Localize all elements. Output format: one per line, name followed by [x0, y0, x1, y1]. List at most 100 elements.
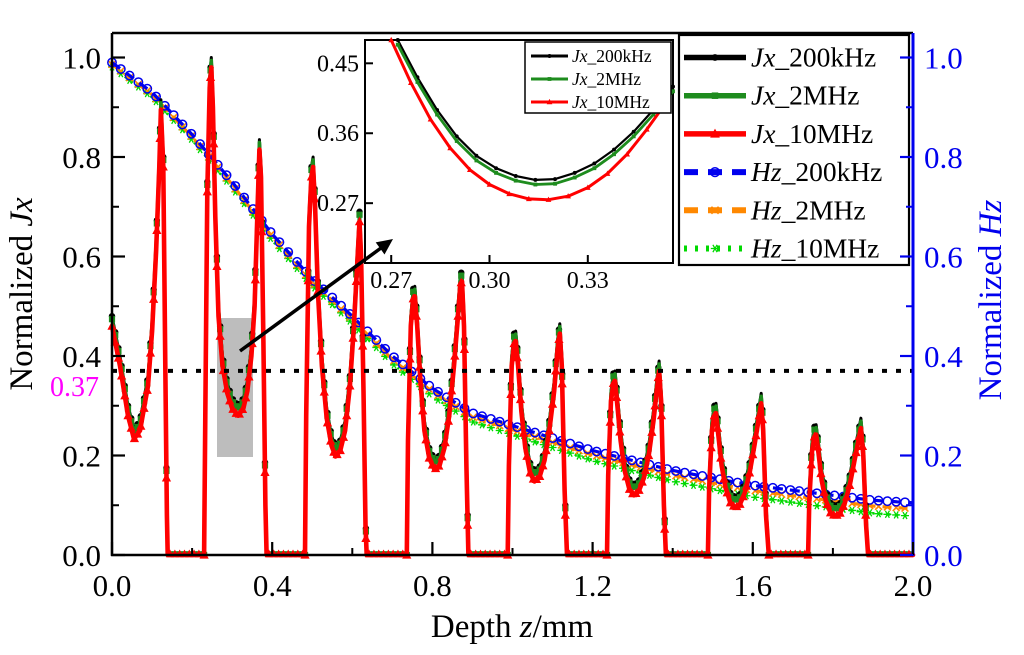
- square-marker: [671, 89, 675, 94]
- open-circle-marker: [565, 438, 576, 449]
- star-marker: [671, 477, 680, 486]
- square-marker: [651, 112, 656, 117]
- legend-label: Jx_200kHz: [751, 42, 876, 73]
- square-marker: [730, 496, 737, 503]
- triangle-marker: [809, 431, 820, 441]
- square-marker: [553, 181, 557, 186]
- triangle-marker: [348, 333, 358, 342]
- open-circle-marker: [468, 408, 479, 419]
- triangle-marker: [453, 311, 463, 320]
- triangle-marker: [447, 144, 454, 151]
- open-circle-marker: [529, 427, 540, 438]
- square-marker: [711, 405, 718, 412]
- y-left-tick-label: 0.6: [62, 240, 101, 275]
- triangle-marker: [427, 116, 434, 122]
- triangle-marker: [660, 524, 670, 533]
- triangle-marker: [319, 387, 329, 396]
- triangle-marker: [643, 126, 650, 132]
- x-tick-label: 2.0: [894, 568, 933, 603]
- triangle-marker: [525, 195, 532, 202]
- star-marker: [751, 493, 760, 502]
- triangle-marker: [306, 171, 317, 181]
- open-circle-marker: [433, 386, 443, 397]
- y-right-axis-title: Normalized Hz: [973, 199, 1009, 400]
- square-marker: [395, 42, 400, 47]
- circle-marker: [533, 177, 538, 182]
- triangle-marker: [139, 403, 149, 412]
- open-circle-marker: [115, 64, 126, 74]
- y-right-tick-label: 0.8: [924, 140, 963, 175]
- square-marker: [632, 483, 639, 490]
- triangle-marker: [326, 435, 336, 445]
- triangle-marker: [241, 392, 251, 402]
- star-marker: [795, 499, 804, 508]
- star-marker: [874, 509, 883, 518]
- triangle-marker: [618, 453, 628, 463]
- triangle-marker: [712, 423, 723, 432]
- triangle-marker: [215, 331, 225, 340]
- y-right-tick-label: 0.4: [924, 339, 963, 374]
- circle-marker: [547, 54, 552, 58]
- square-marker: [415, 80, 420, 84]
- open-circle-marker: [397, 359, 408, 370]
- square-marker: [629, 483, 636, 490]
- triangle-marker: [447, 385, 457, 395]
- open-circle-marker: [574, 441, 584, 452]
- triangle-marker: [848, 463, 858, 473]
- triangle-marker: [126, 423, 136, 432]
- open-circle-marker: [900, 497, 910, 508]
- open-circle-marker: [274, 237, 285, 248]
- x-tick-label: 0.4: [253, 568, 292, 603]
- triangle-marker: [202, 186, 212, 196]
- triangle-marker: [612, 392, 622, 402]
- y-left-tick-label: 1.0: [62, 41, 101, 76]
- triangle-marker: [443, 416, 454, 425]
- triangle-marker: [506, 389, 516, 398]
- inset-legend-entry: Jx_10MHz: [531, 92, 650, 112]
- square-marker: [410, 288, 417, 295]
- square-marker: [333, 444, 341, 451]
- open-circle-marker: [239, 192, 250, 203]
- y-left-tick-label: 0.8: [62, 140, 101, 175]
- triangle-marker: [706, 442, 716, 452]
- triangle-marker: [342, 410, 352, 420]
- open-circle-marker: [389, 352, 399, 363]
- triangle-marker: [538, 460, 548, 470]
- inset-legend-entry: Jx_2MHz: [531, 69, 641, 89]
- open-circle-marker: [424, 380, 435, 391]
- triangle-marker: [408, 293, 418, 303]
- y-right-tick-label: 0.6: [924, 240, 963, 275]
- star-marker: [548, 443, 557, 452]
- circle-marker: [553, 177, 558, 182]
- square-marker: [533, 182, 538, 187]
- star-marker: [530, 437, 539, 446]
- inset-x-tick-label: 0.30: [469, 268, 511, 294]
- triangle-marker: [411, 311, 421, 320]
- triangle-marker: [358, 341, 368, 350]
- x-tick-label: 1.6: [733, 568, 772, 603]
- legend-label: Jx_2MHz: [751, 80, 859, 111]
- triangle-marker: [117, 370, 127, 380]
- y-left-axis-title: Normalized Jx: [4, 197, 40, 391]
- triangle-marker: [744, 467, 755, 477]
- open-circle-marker: [142, 83, 153, 94]
- square-marker: [592, 166, 597, 171]
- open-circle-marker: [882, 496, 893, 507]
- triangle-marker: [424, 452, 434, 462]
- triangle-marker: [463, 520, 473, 529]
- triangle-marker: [806, 459, 816, 469]
- triangle-marker: [584, 184, 591, 190]
- triangle-marker: [637, 477, 647, 486]
- star-marker: [574, 452, 583, 460]
- legend-label: Hz_2MHz: [750, 194, 866, 225]
- triangle-marker: [621, 471, 631, 481]
- x-tick-label: 0.8: [413, 568, 452, 603]
- triangle-marker: [838, 501, 848, 510]
- square-marker: [830, 504, 837, 512]
- square-marker: [429, 454, 436, 462]
- triangle-marker: [604, 170, 611, 176]
- circle-marker: [711, 54, 719, 61]
- open-circle-marker: [124, 70, 135, 81]
- triangle-marker: [565, 193, 572, 199]
- square-marker: [134, 423, 141, 431]
